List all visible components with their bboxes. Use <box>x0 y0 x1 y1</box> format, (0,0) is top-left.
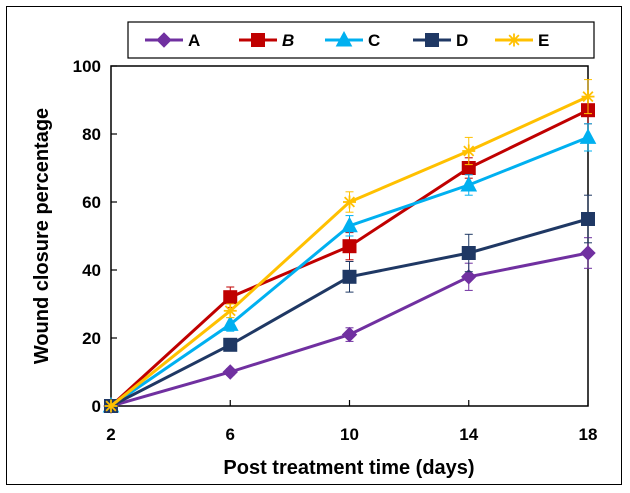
legend-marker <box>507 33 521 47</box>
legend-marker <box>335 30 353 47</box>
data-point <box>341 216 358 233</box>
legend-marker <box>251 33 265 47</box>
x-axis-title: Post treatment time (days) <box>223 457 474 479</box>
data-point <box>223 290 238 305</box>
x-tick-label: 2 <box>106 425 115 444</box>
y-tick-label: 0 <box>92 397 101 416</box>
legend-label: E <box>538 31 549 50</box>
x-axis: 2 6 10 14 18 <box>106 400 597 444</box>
series-e <box>104 79 595 413</box>
y-tick-label: 80 <box>82 125 101 144</box>
data-point <box>104 399 118 413</box>
legend-item-c: C <box>325 30 380 50</box>
y-axis: 0 20 40 60 80 100 <box>73 57 117 416</box>
x-tick-label: 14 <box>459 425 478 444</box>
data-point <box>461 246 476 260</box>
data-point <box>221 315 239 331</box>
x-tick-label: 10 <box>340 425 359 444</box>
data-point <box>462 144 476 158</box>
data-point <box>342 239 357 254</box>
y-tick-label: 20 <box>82 329 101 348</box>
legend: A B C D E <box>145 30 549 50</box>
data-point <box>222 364 238 380</box>
x-tick-label: 18 <box>579 425 598 444</box>
legend-label: C <box>368 31 380 50</box>
data-point <box>223 337 238 352</box>
data-point <box>460 175 478 192</box>
data-point <box>579 128 597 144</box>
legend-item-d: D <box>413 31 468 50</box>
data-point <box>461 269 477 285</box>
y-tick-label: 60 <box>82 193 101 212</box>
data-point <box>581 212 595 226</box>
legend-marker <box>156 32 172 48</box>
y-tick-label: 100 <box>73 57 101 76</box>
legend-item-e: E <box>495 31 549 50</box>
x-tick-label: 6 <box>226 425 235 444</box>
data-point <box>343 195 356 209</box>
data-point <box>223 304 237 318</box>
legend-label: A <box>188 31 200 50</box>
legend-item-b: B <box>239 31 294 50</box>
data-point <box>581 90 595 104</box>
series-layer <box>102 79 597 414</box>
legend-item-a: A <box>145 31 200 50</box>
y-tick-label: 40 <box>82 261 101 280</box>
data-point <box>341 326 358 343</box>
legend-label: B <box>282 31 294 50</box>
data-point <box>580 245 596 261</box>
legend-label: D <box>456 31 468 50</box>
data-point <box>342 269 357 284</box>
series-a <box>103 237 596 414</box>
series-b <box>104 96 595 413</box>
y-axis-title: Wound closure percentage <box>31 108 53 364</box>
legend-marker <box>425 33 439 47</box>
